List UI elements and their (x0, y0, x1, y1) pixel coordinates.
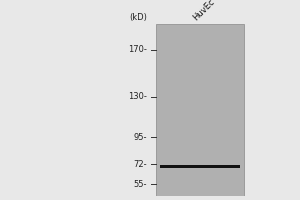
Text: 55-: 55- (134, 180, 147, 189)
Text: (kD): (kD) (129, 13, 147, 22)
Bar (160, 165, 240, 168)
Text: 130-: 130- (128, 92, 147, 101)
Text: 95-: 95- (134, 133, 147, 142)
Text: HuvEc: HuvEc (191, 0, 216, 23)
Text: 72-: 72- (134, 160, 147, 169)
Text: 170-: 170- (128, 45, 147, 54)
Bar (156, 24, 244, 196)
